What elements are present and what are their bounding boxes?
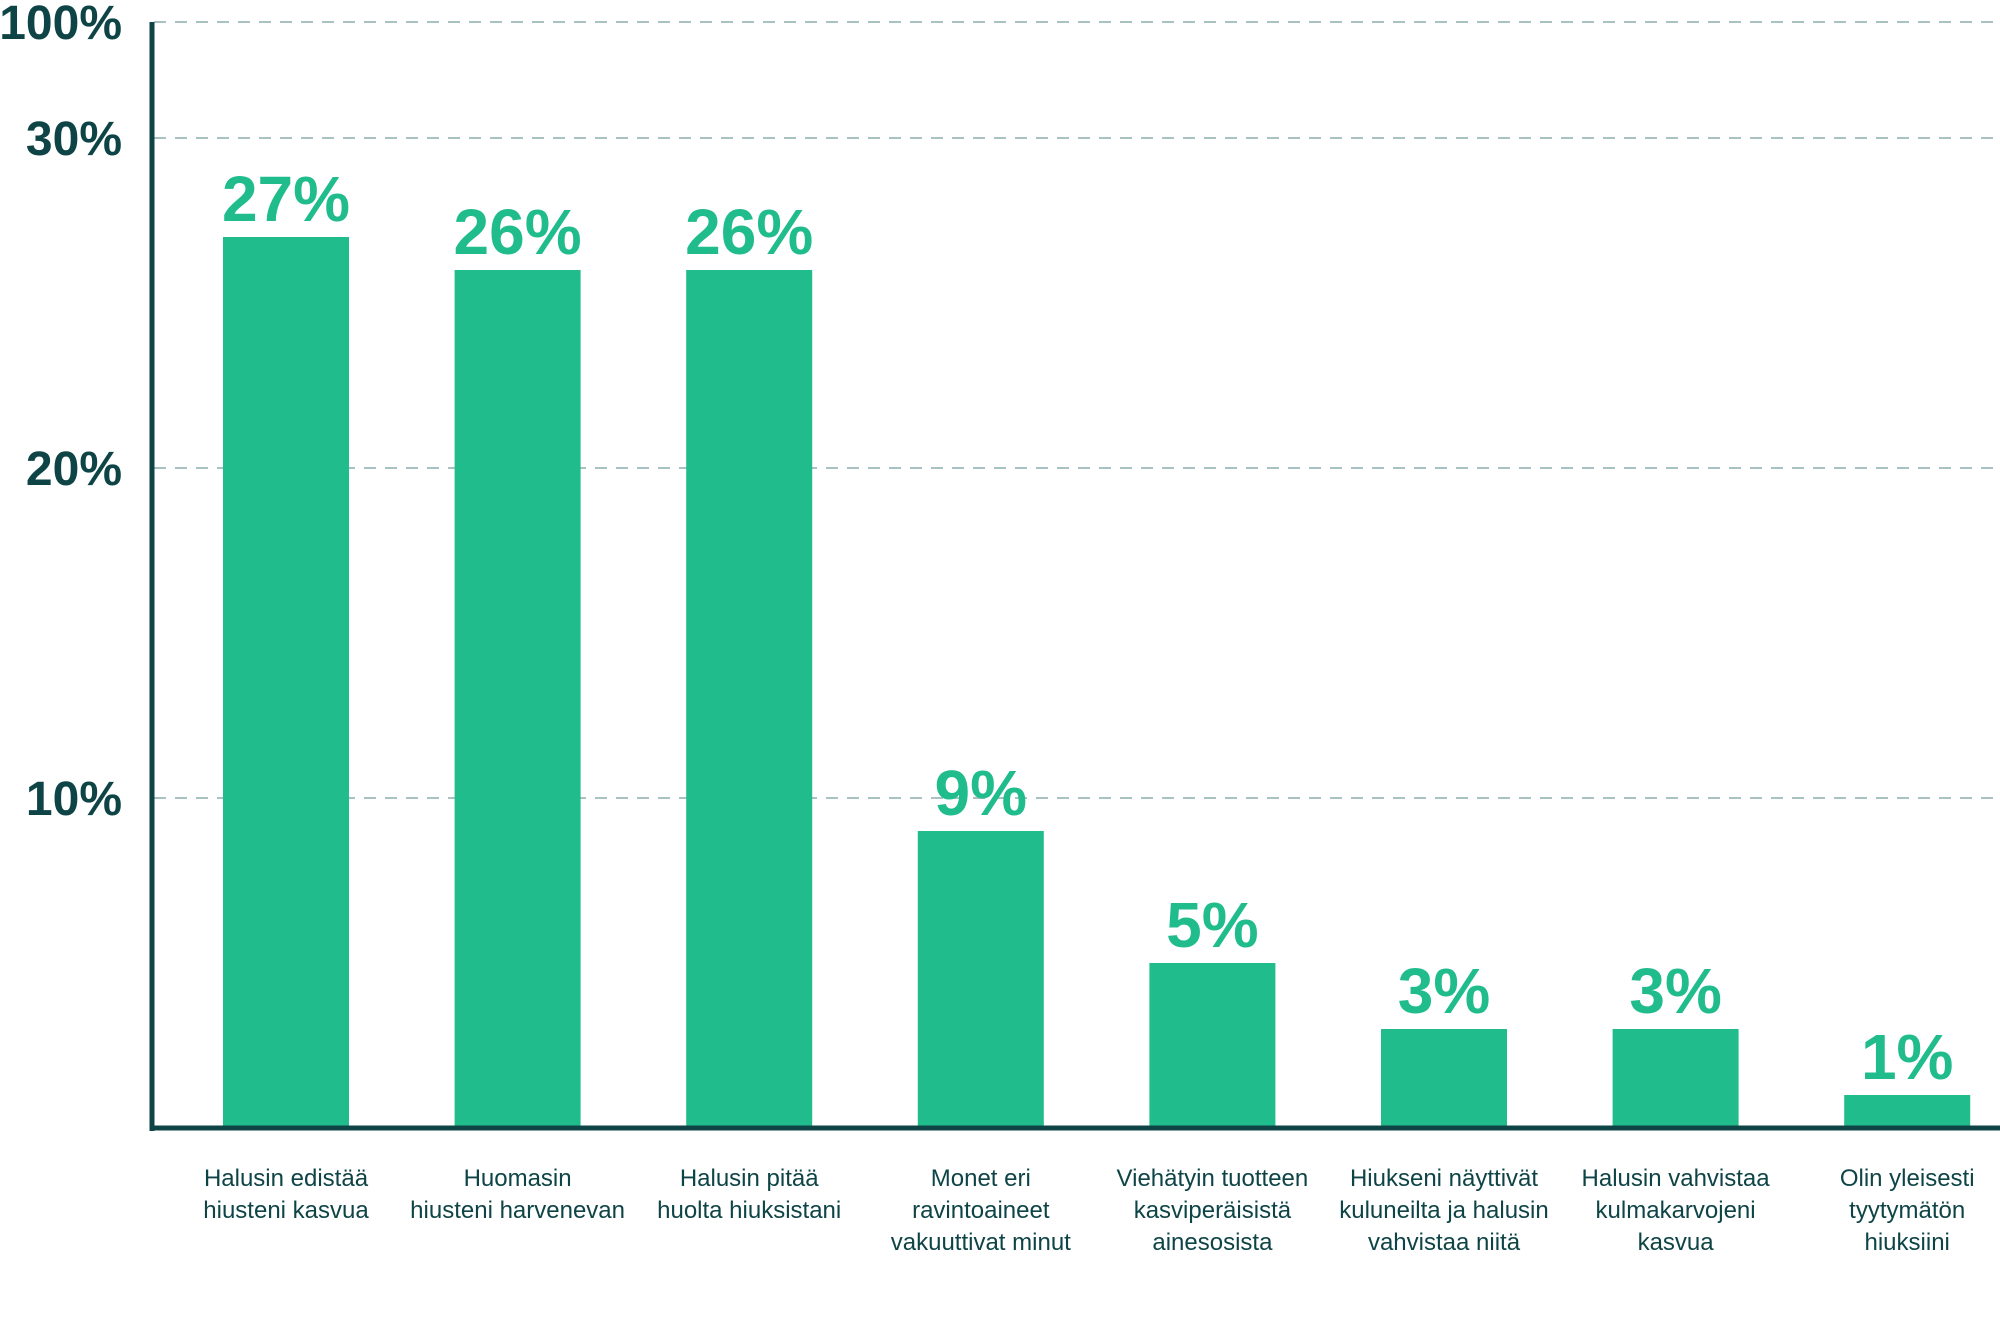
x-category-label: Huomasin hiusteni harvenevan — [410, 1165, 625, 1224]
data-label: 3% — [1629, 955, 1722, 1027]
data-label: 9% — [935, 757, 1028, 829]
x-category-label-line: vakuuttivat minut — [891, 1229, 1071, 1256]
x-category-label-line: Halusin vahvistaa — [1582, 1165, 1771, 1192]
x-category-label: Viehätyin tuotteen kasviperäisistä ainesos… — [1117, 1165, 1309, 1256]
x-category-label-line: Halusin pitää — [680, 1165, 819, 1192]
x-category-label: Halusin pitää huolta hiuksistani — [657, 1165, 841, 1224]
x-category-label-line: Viehätyin tuotteen — [1117, 1165, 1309, 1192]
x-category-label-line: Huomasin — [464, 1165, 572, 1192]
y-tick-label: 10% — [26, 773, 122, 826]
x-category-label-line: Hiukseni näyttivät — [1350, 1165, 1538, 1192]
x-category-label-line: Olin yleisesti — [1840, 1165, 1975, 1192]
y-tick-label: 20% — [26, 443, 122, 496]
x-category-label-line: hiuksiini — [1865, 1229, 1950, 1256]
x-category-label: Olin yleisesti tyytymätön hiuksiini — [1840, 1165, 1975, 1256]
bar — [1612, 1029, 1739, 1128]
x-category-label: Hiukseni näyttivät kuluneilta ja halusin v… — [1339, 1165, 1548, 1256]
data-labels: 27% 26% 26% 9% 5% 3% 3% 1% — [222, 163, 1953, 1093]
bar — [1844, 1095, 1971, 1128]
x-category-label: Halusin edistää hiusteni kasvua — [203, 1165, 369, 1224]
x-category-labels: Halusin edistää hiusteni kasvua Huomasin hi… — [203, 1165, 1974, 1256]
x-category-label-line: hiusteni harvenevan — [410, 1197, 625, 1224]
x-category-label-line: ravintoaineet — [912, 1197, 1050, 1224]
x-category-label-line: tyytymätön — [1849, 1197, 1965, 1224]
x-category-label-line: kuluneilta ja halusin — [1339, 1197, 1548, 1224]
axes — [149, 22, 2000, 1131]
x-category-label-line: huolta hiuksistani — [657, 1197, 841, 1224]
data-label: 27% — [222, 163, 350, 235]
y-tick-label: 30% — [26, 113, 122, 166]
x-category-label-line: Monet eri — [931, 1165, 1031, 1192]
data-label: 3% — [1398, 955, 1491, 1027]
bar — [223, 237, 349, 1128]
data-label: 1% — [1861, 1021, 1954, 1093]
x-category-label-line: Halusin edistää — [204, 1165, 369, 1192]
data-label: 26% — [454, 196, 582, 268]
data-label: 5% — [1166, 889, 1259, 961]
x-category-label: Halusin vahvistaa kulmakarvojeni kasvua — [1582, 1165, 1771, 1256]
x-category-label-line: vahvistaa niitä — [1368, 1229, 1521, 1256]
x-category-label-line: kulmakarvojeni — [1596, 1197, 1756, 1224]
y-tick-labels: 10% 20% 30% 100% — [0, 0, 122, 826]
x-category-label-line: ainesosista — [1152, 1229, 1273, 1256]
bar — [1381, 1029, 1507, 1128]
bar — [1149, 963, 1276, 1128]
x-category-label-line: kasvua — [1638, 1229, 1715, 1256]
bar — [917, 831, 1044, 1128]
x-category-label-line: hiusteni kasvua — [203, 1197, 369, 1224]
x-category-label-line: kasviperäisistä — [1134, 1197, 1292, 1224]
y-tick-label: 100% — [0, 0, 122, 50]
grid-lines — [154, 21, 2000, 799]
data-label: 26% — [685, 196, 813, 268]
bar — [454, 270, 581, 1128]
bar — [686, 270, 813, 1128]
bars — [223, 237, 1971, 1128]
x-category-label: Monet eri ravintoaineet vakuuttivat minut — [891, 1165, 1071, 1256]
